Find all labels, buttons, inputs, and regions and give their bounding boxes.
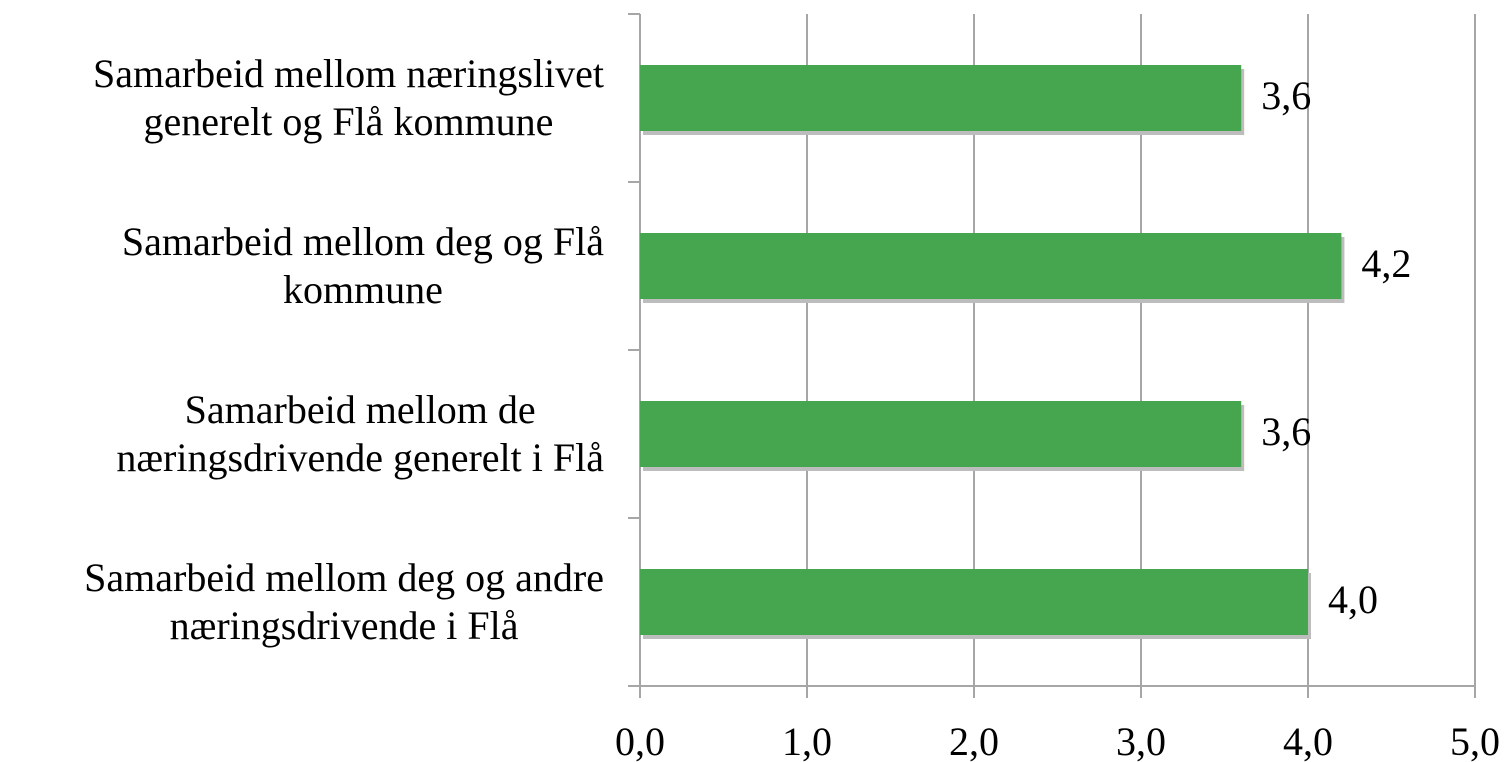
category-label: Samarbeid mellom deg og Flå kommune (121, 219, 604, 312)
bar (640, 65, 1242, 131)
category-label: Samarbeid mellom næringslivet generelt o… (92, 51, 604, 144)
x-tick-label: 2,0 (949, 719, 999, 762)
bar (640, 233, 1342, 299)
bar (640, 401, 1242, 467)
x-tick-label: 1,0 (782, 719, 832, 762)
x-tick-label: 0,0 (615, 719, 665, 762)
value-label: 3,6 (1261, 73, 1311, 118)
value-label: 3,6 (1261, 409, 1311, 454)
value-label: 4,2 (1361, 241, 1411, 286)
category-label: Samarbeid mellom deg og andre næringsdri… (84, 555, 604, 648)
value-label: 4,0 (1328, 577, 1378, 622)
bar (640, 569, 1308, 635)
category-label: Samarbeid mellom de næringsdrivende gene… (116, 387, 604, 480)
x-tick-label: 4,0 (1283, 719, 1333, 762)
x-tick-label: 5,0 (1450, 719, 1500, 762)
x-tick-label: 3,0 (1116, 719, 1166, 762)
